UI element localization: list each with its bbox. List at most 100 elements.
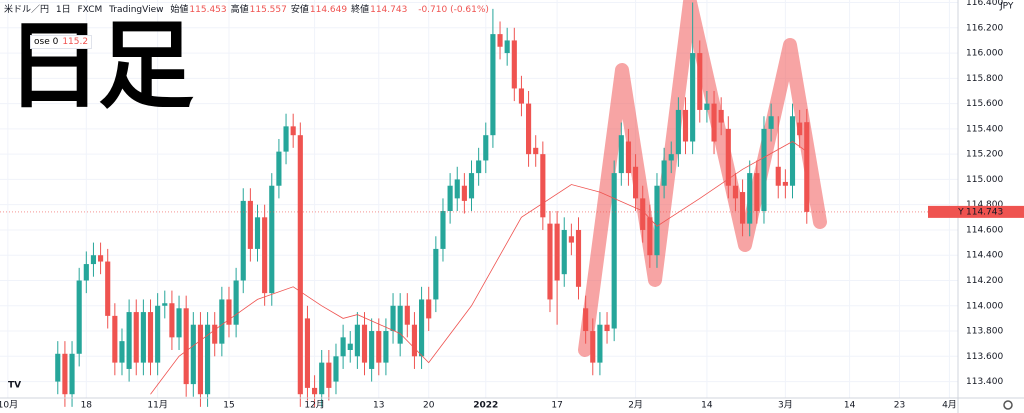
candle-body bbox=[633, 166, 639, 199]
ohlc-label: 終値 bbox=[351, 5, 370, 15]
candle-body bbox=[533, 147, 539, 155]
y-tick-label: 116.000 bbox=[966, 49, 1003, 59]
candle-body bbox=[354, 324, 360, 357]
candle-body bbox=[383, 331, 389, 363]
candle-body bbox=[590, 331, 596, 363]
candle-body bbox=[290, 126, 296, 136]
change: -0.710 (-0.61%) bbox=[418, 5, 489, 15]
platform: TradingView bbox=[109, 5, 164, 15]
ohlc-legend: 始値115.453 高値115.557 安値114.649 終値114.743 bbox=[170, 5, 411, 15]
candle-body bbox=[661, 160, 667, 186]
candle-body bbox=[761, 128, 767, 212]
candle-body bbox=[147, 312, 154, 363]
candle-body bbox=[312, 387, 318, 395]
candle-body bbox=[775, 166, 781, 186]
x-tick-label: 14 bbox=[844, 401, 856, 411]
candle-body bbox=[711, 103, 717, 142]
candle-body bbox=[654, 185, 660, 256]
candle-body bbox=[55, 353, 61, 382]
candle-body bbox=[561, 229, 567, 275]
candle-body bbox=[247, 200, 253, 249]
candle-body bbox=[169, 303, 175, 338]
candle-body bbox=[262, 217, 268, 294]
y-tick-label: 113.400 bbox=[966, 377, 1003, 387]
candle-body bbox=[754, 173, 760, 212]
ohlc-label: 安値 bbox=[290, 5, 309, 15]
x-tick-label: 23 bbox=[894, 401, 905, 411]
header: 米ドル／円 1日 FXCM TradingView 始値115.453 高値115… bbox=[4, 2, 493, 15]
candle-body bbox=[276, 151, 282, 186]
candle-body bbox=[697, 53, 703, 110]
price-axis bbox=[958, 0, 1024, 398]
candle-body bbox=[126, 312, 132, 369]
candle-body bbox=[725, 128, 731, 186]
y-tick-label: 115.800 bbox=[966, 74, 1003, 84]
candle-body bbox=[62, 353, 68, 395]
y-tick-label: 115.600 bbox=[966, 99, 1003, 109]
symbol: 米ドル／円 bbox=[4, 5, 50, 15]
candle-body bbox=[83, 264, 89, 281]
candle-body bbox=[682, 109, 689, 142]
candle-body bbox=[461, 185, 467, 201]
candle-body bbox=[640, 198, 646, 230]
candle-body bbox=[476, 160, 482, 174]
candle-body bbox=[732, 185, 739, 199]
x-tick-label: 3月 bbox=[778, 400, 793, 411]
candle-body bbox=[768, 116, 774, 129]
candle-body bbox=[454, 179, 460, 199]
candle-body bbox=[547, 223, 553, 300]
candle-body bbox=[618, 135, 624, 174]
price-tag-value: 114.743 bbox=[966, 207, 1003, 217]
ohlc-value: 114.649 bbox=[309, 5, 348, 15]
y-tick-label: 113.800 bbox=[966, 327, 1003, 337]
candle-body bbox=[283, 126, 289, 152]
logo-text: TV bbox=[8, 381, 21, 391]
candle-body bbox=[597, 324, 603, 363]
candle-body bbox=[333, 356, 339, 382]
candle-body bbox=[575, 229, 582, 287]
candle-body bbox=[604, 324, 610, 332]
candle-body bbox=[504, 40, 510, 54]
x-tick-label: 13 bbox=[373, 401, 384, 411]
candle-body bbox=[433, 248, 439, 300]
candle-body bbox=[190, 324, 196, 385]
candle-body bbox=[226, 299, 232, 325]
candle-body bbox=[69, 353, 75, 395]
candle-body bbox=[326, 362, 332, 388]
candle-body bbox=[219, 299, 225, 344]
tv-logo: TV bbox=[8, 381, 21, 391]
candle-body bbox=[319, 362, 325, 395]
settings-icon[interactable] bbox=[1003, 400, 1013, 410]
candle-body bbox=[254, 217, 261, 249]
candle-body bbox=[511, 40, 517, 89]
candle-body bbox=[376, 331, 382, 363]
y-tick-label: 114.400 bbox=[966, 251, 1003, 261]
candle-body bbox=[797, 122, 803, 136]
x-tick-label: 2月 bbox=[628, 400, 643, 411]
zigzag-highlight bbox=[578, 0, 827, 357]
candle-body bbox=[447, 185, 453, 212]
candle-body bbox=[718, 109, 724, 123]
candle-body bbox=[347, 343, 353, 350]
candle-body bbox=[483, 135, 489, 161]
y-tick-label: 115.400 bbox=[966, 124, 1003, 134]
candle-body bbox=[675, 109, 681, 155]
x-tick-label: 11月 bbox=[147, 400, 167, 411]
candle-body bbox=[789, 116, 796, 186]
candle-body bbox=[804, 122, 810, 212]
x-tick-label: 18 bbox=[81, 401, 93, 411]
candle-body bbox=[740, 192, 746, 224]
x-tick-label: 12月 bbox=[304, 400, 324, 411]
candle-body bbox=[240, 200, 246, 281]
y-tick-label: 116.400 bbox=[966, 0, 1003, 8]
indicator-value: 115.2 bbox=[62, 37, 89, 47]
candle-body bbox=[90, 255, 97, 265]
candle-body bbox=[162, 303, 168, 306]
candle-body bbox=[297, 135, 303, 395]
candle-body bbox=[155, 305, 161, 363]
candle-body bbox=[690, 53, 696, 142]
candle-body bbox=[583, 308, 589, 332]
candle-body bbox=[747, 173, 753, 224]
